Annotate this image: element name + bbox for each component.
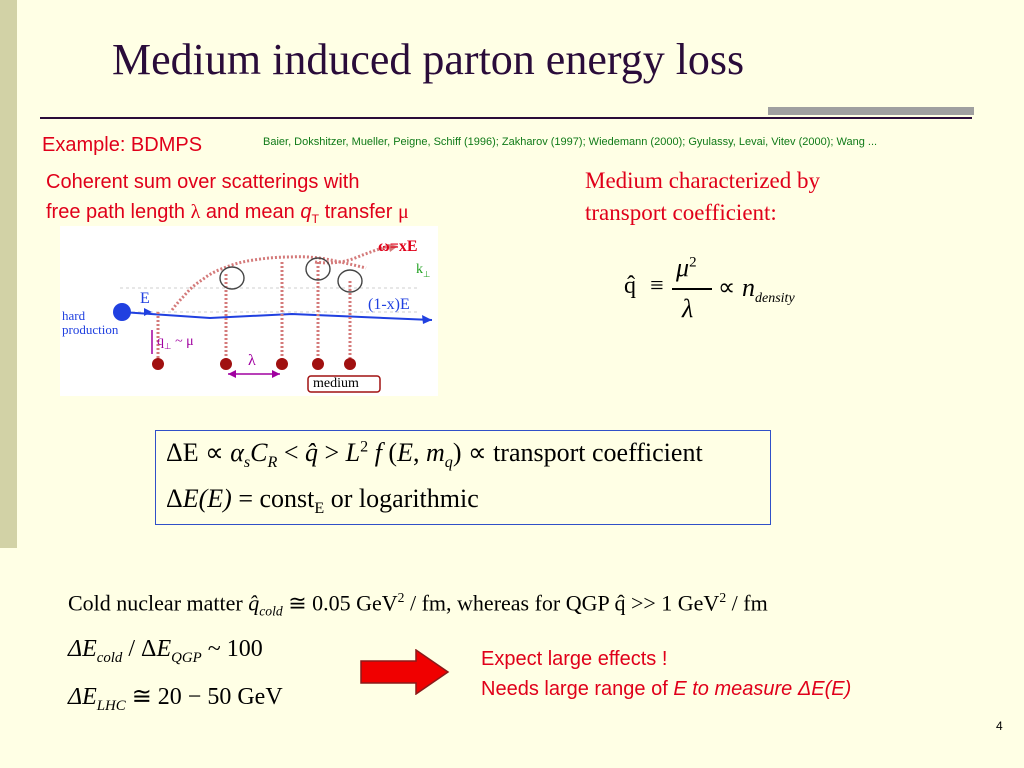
coherent-sum-line1: Coherent sum over scatterings with: [46, 171, 360, 193]
page-number: 4: [996, 719, 1003, 733]
title-rule-grey: [768, 107, 974, 115]
medium-characterized-line1: Medium characterized by: [585, 168, 820, 193]
fraction-bar: [672, 288, 712, 290]
qhat-symbol: q̂: [624, 273, 636, 299]
production-label: production: [62, 322, 119, 337]
bdmps-diagram: ω=xE k⊥ E (1-x)E hard production q⊥ ~ μ …: [60, 226, 438, 396]
one-minus-x-e-label: (1-x)E: [368, 296, 410, 313]
propto-symbol: ∝: [718, 275, 736, 301]
e-label: E: [140, 290, 150, 307]
energy-loss-equation: ΔE ∝ αsCR < q̂ > L2 f (E, mq) ∝ transpor…: [166, 438, 703, 472]
coherent-sum-line2: free path length λ and mean qT transfer …: [46, 201, 409, 226]
right-arrow-icon: [360, 648, 450, 700]
lhc-line: ΔELHC ≅ 20 − 50 GeV: [68, 684, 283, 714]
slide-title: Medium induced parton energy loss: [112, 35, 745, 84]
q-perp-label: q⊥ ~ μ: [157, 334, 194, 351]
example-label: Example: BDMPS: [42, 134, 203, 156]
energy-dependence-equation: ΔE(E) = constE or logarithmic: [166, 484, 479, 518]
medium-characterized-line2: transport coefficient:: [585, 200, 777, 225]
lambda-label: λ: [248, 352, 256, 369]
cold-vs-qgp-line: Cold nuclear matter q̂cold ≅ 0.05 GeV2 /…: [68, 590, 768, 619]
expect-large-effects: Expect large effects !: [481, 648, 668, 670]
title-rule: [40, 117, 972, 119]
left-accent-bar: [0, 0, 17, 548]
needs-large-range: Needs large range of E to measure ΔE(E): [481, 678, 852, 700]
references: Baier, Dokshitzer, Mueller, Peigne, Schi…: [263, 136, 878, 148]
bdmps-diagram-svg: [113, 244, 433, 393]
lambda-denominator: λ: [682, 294, 694, 323]
medium-label: medium: [313, 376, 359, 391]
density-term: ndensity: [742, 273, 795, 307]
equiv-symbol: ≡: [650, 273, 664, 299]
ratio-line: ΔEcold / ΔEQGP ~ 100: [68, 636, 263, 666]
hard-label: hard: [62, 308, 86, 323]
energy-loss-box: [155, 430, 771, 525]
omega-label: ω=xE: [378, 238, 418, 255]
k-perp-label: k⊥: [416, 262, 431, 279]
mu-numerator: μ2: [676, 253, 697, 282]
